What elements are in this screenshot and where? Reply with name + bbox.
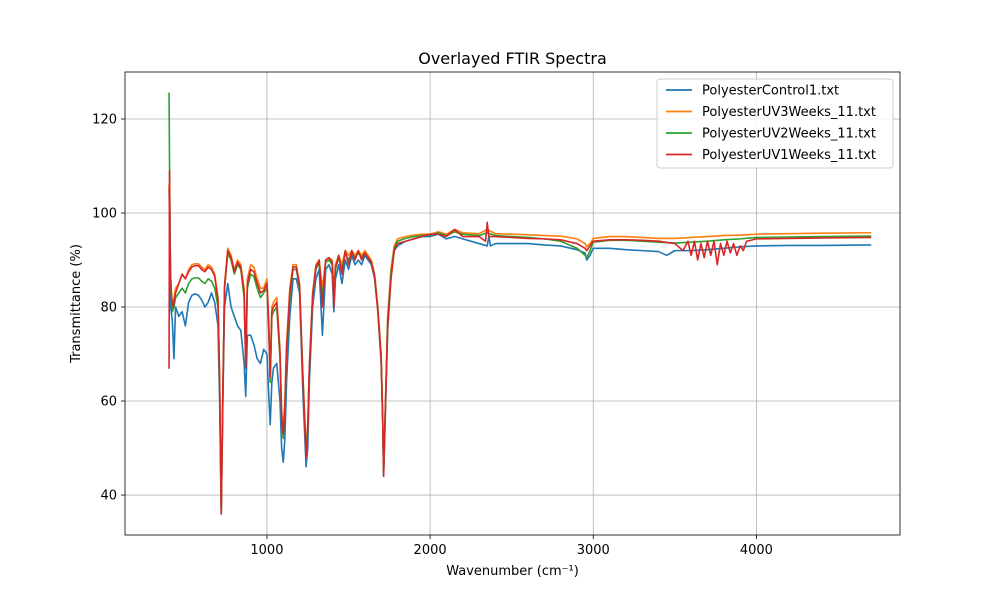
legend: PolyesterControl1.txt PolyesterUV3Weeks_1…: [656, 78, 894, 169]
legend-entries: PolyesterControl1.txt PolyesterUV3Weeks_1…: [666, 84, 876, 163]
legend-box: [656, 78, 894, 169]
y-tick-label: 60: [100, 395, 117, 410]
x-tick-label: 1000: [250, 543, 283, 558]
series-lines: [168, 92, 872, 515]
series-line-4: [168, 169, 872, 515]
plot-frame: [124, 71, 901, 536]
y-axis-label: Transmittance (%): [69, 244, 84, 364]
x-tick-label: 4000: [740, 543, 773, 558]
y-tick-label: 40: [100, 489, 117, 504]
y-tick-label: 100: [92, 207, 117, 222]
axis-ticks: 1000 2000 3000 4000 40 60 80 100 120: [92, 113, 773, 558]
legend-label: PolyesterUV1Weeks_11.txt: [702, 148, 876, 163]
series-line-2: [168, 184, 872, 510]
legend-label: PolyesterControl1.txt: [702, 84, 839, 99]
x-tick-label: 3000: [577, 543, 610, 558]
chart-title: Overlayed FTIR Spectra: [418, 49, 607, 68]
x-axis-label: Wavenumber (cm⁻¹): [446, 564, 579, 579]
y-tick-label: 80: [100, 301, 117, 316]
y-tick-label: 120: [92, 113, 117, 128]
legend-label: PolyesterUV3Weeks_11.txt: [702, 105, 876, 120]
legend-label: PolyesterUV2Weeks_11.txt: [702, 127, 876, 142]
x-tick-label: 2000: [414, 543, 447, 558]
